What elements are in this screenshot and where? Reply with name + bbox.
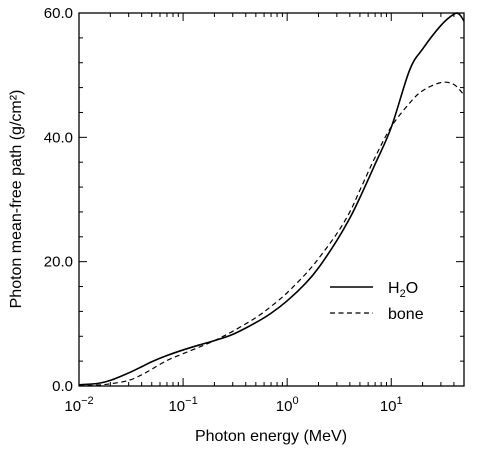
y-tick-label: 0.0	[52, 378, 73, 395]
x-tick-label: 101	[380, 395, 403, 415]
y-tick-label: 60.0	[44, 5, 73, 22]
legend-label-bone: bone	[388, 306, 424, 323]
y-axis-title: Photon mean-free path (g/cm²)	[8, 90, 25, 309]
x-tick-label: 10−2	[64, 395, 93, 415]
x-axis-title: Photon energy (MeV)	[195, 428, 347, 445]
plot-frame	[78, 12, 465, 387]
series-line-h2o	[78, 12, 465, 386]
y-tick-label: 20.0	[44, 254, 73, 271]
labels-layer: 0.0 20.0 40.0 60.0 10−2 10−1 100 101	[44, 5, 403, 415]
legend-label-h2o: H2O	[388, 280, 418, 300]
x-tick-label: 10−1	[168, 395, 197, 415]
y-tick-label: 40.0	[44, 129, 73, 146]
ticks-layer	[78, 12, 465, 387]
legend: H2O bone	[330, 280, 424, 323]
series-layer	[78, 12, 465, 387]
x-tick-label: 100	[276, 395, 299, 415]
series-line-bone	[78, 81, 465, 387]
